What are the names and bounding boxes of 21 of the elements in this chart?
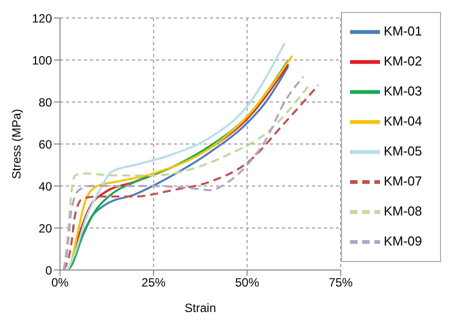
legend-label: KM-08 <box>384 203 422 218</box>
y-tick-label: 120 <box>32 11 52 26</box>
legend-label: KM-03 <box>384 83 422 98</box>
legend-label: KM-01 <box>384 23 422 38</box>
legend-label: KM-09 <box>384 233 422 248</box>
legend-label: KM-02 <box>384 53 422 68</box>
y-tick-label: 40 <box>38 179 52 194</box>
y-tick-label: 0 <box>45 263 52 278</box>
y-tick-label: 20 <box>38 221 52 236</box>
y-tick-label: 60 <box>38 137 52 152</box>
legend-label: KM-07 <box>384 173 422 188</box>
legend-label: KM-05 <box>384 143 422 158</box>
y-axis-title: Stress (MPa) <box>9 108 24 180</box>
y-tick-label: 80 <box>38 95 52 110</box>
x-tick-label: 25% <box>142 276 166 290</box>
x-tick-label: 0% <box>51 276 69 290</box>
x-tick-label: 50% <box>235 276 260 290</box>
legend-label: KM-04 <box>384 113 422 128</box>
x-tick-label: 75% <box>328 276 354 290</box>
x-axis-title: Strain <box>184 301 216 315</box>
y-tick-label: 100 <box>32 53 52 68</box>
